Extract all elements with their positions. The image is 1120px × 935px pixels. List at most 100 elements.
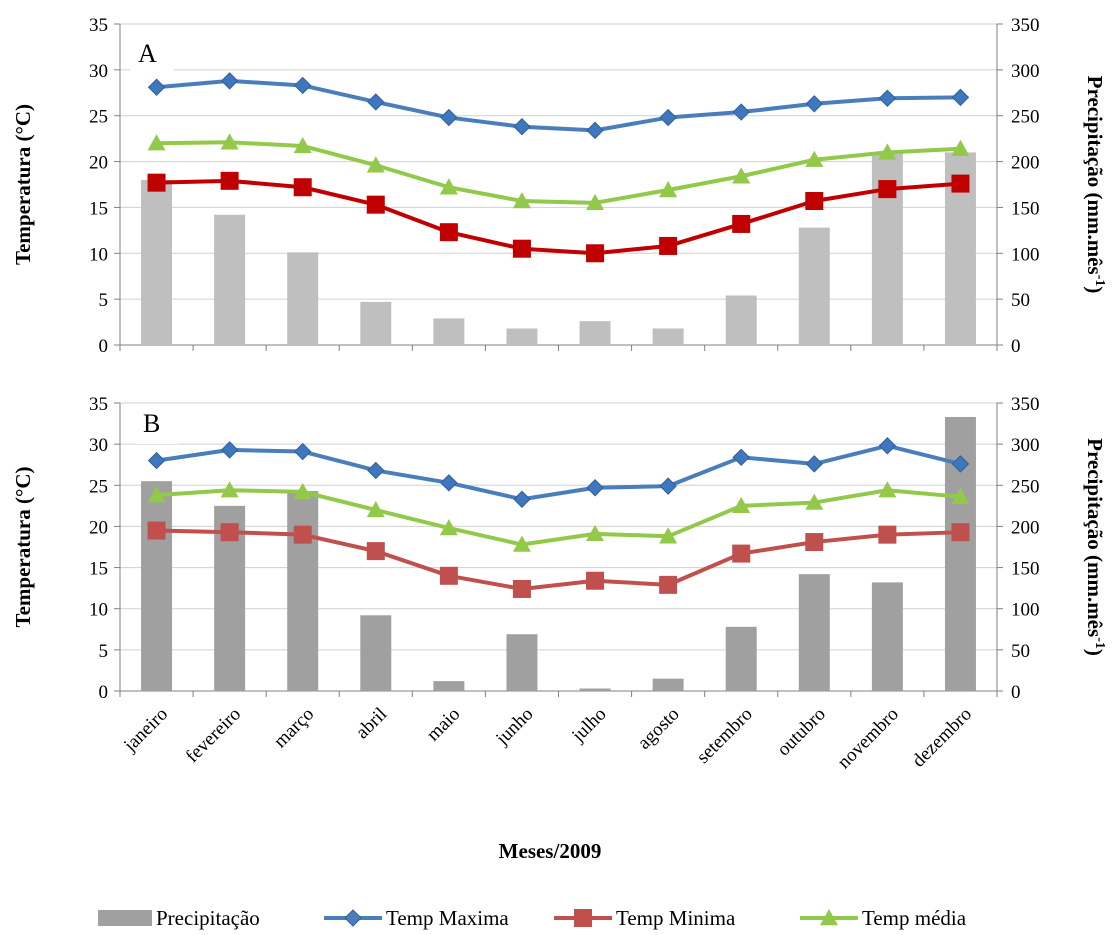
y2-title-end: )	[1083, 649, 1107, 656]
data-point-temp_max	[367, 461, 385, 480]
data-point-temp_min	[586, 244, 605, 263]
legend-precip-swatch	[98, 910, 152, 926]
series-line-temp_min	[156, 178, 961, 256]
data-point-temp_media	[366, 500, 385, 518]
precip-bar	[214, 214, 246, 345]
y2-tick-label: 0	[1011, 336, 1021, 357]
data-point-temp_min	[951, 174, 970, 193]
y2-tick-label: 300	[1011, 61, 1040, 82]
data-point-temp_min	[951, 523, 970, 542]
precip-bar	[141, 179, 173, 345]
precip-bar	[725, 626, 757, 691]
data-point-temp_min	[659, 236, 678, 255]
x-axis-title: Meses/2009	[499, 839, 602, 863]
data-point-temp_max	[951, 455, 970, 473]
precip-bar	[506, 328, 538, 345]
y2-tick-label: 250	[1011, 107, 1040, 128]
data-point-temp_max	[513, 490, 531, 508]
y2-tick-label: 200	[1011, 153, 1040, 174]
data-point-temp_min	[147, 521, 166, 540]
y2-tick-label: 200	[1011, 517, 1040, 538]
x-tick-label: junho	[491, 704, 537, 750]
y2-title-end: )	[1083, 286, 1107, 293]
chart-panel-a: 05101520253035050100150200250300350ATemp…	[11, 15, 1107, 357]
legend-label: Precipitação	[156, 906, 260, 930]
data-point-temp_max	[586, 121, 604, 140]
precip-bar	[506, 634, 538, 691]
data-point-temp_max	[513, 118, 531, 136]
data-point-temp_min	[293, 525, 312, 544]
data-point-temp_max	[147, 78, 166, 96]
y-tick-label: 25	[89, 107, 108, 128]
data-point-temp_media	[878, 481, 897, 498]
legend-marker-temp_media	[820, 909, 838, 926]
data-point-temp_min	[220, 523, 239, 542]
y-tick-label: 5	[99, 641, 109, 662]
data-point-temp_min	[732, 544, 751, 563]
y-tick-label: 15	[89, 559, 108, 580]
legend: Precipitação Temp Maxima Temp Minima Temp m…	[98, 906, 967, 930]
y2-tick-label: 150	[1011, 198, 1040, 219]
data-point-temp_media	[732, 496, 751, 514]
data-point-temp_min	[805, 533, 824, 552]
x-tick-label: outubro	[773, 704, 830, 761]
data-point-temp_media	[659, 181, 678, 198]
data-point-temp_min	[586, 571, 605, 590]
panel-label: A	[138, 39, 157, 68]
y-tick-label: 25	[89, 476, 108, 497]
data-point-temp_media	[586, 524, 605, 542]
y-tick-label: 30	[89, 61, 108, 82]
data-point-temp_media	[512, 192, 531, 209]
data-point-temp_media	[220, 133, 239, 150]
data-point-temp_media	[878, 143, 897, 160]
precip-bar	[287, 491, 319, 691]
y2-tick-label: 100	[1011, 244, 1040, 265]
data-point-temp_min	[732, 214, 751, 233]
precip-bar	[798, 227, 830, 345]
y2-tick-label: 350	[1011, 15, 1040, 36]
series-line-temp_max	[156, 78, 961, 133]
precip-bar	[871, 582, 903, 691]
y2-tick-label: 0	[1011, 682, 1021, 703]
data-point-temp_min	[220, 171, 239, 190]
data-point-temp_min	[878, 525, 897, 544]
x-tick-label: novembro	[834, 704, 903, 773]
data-point-temp_max	[294, 76, 312, 95]
x-tick-label: setembro	[693, 704, 757, 768]
data-point-temp_min	[293, 178, 312, 197]
data-point-temp_max	[805, 95, 823, 113]
precip-bar	[579, 688, 611, 691]
y-axis-title-left: Temperatura (°C)	[11, 466, 35, 627]
data-point-temp_max	[220, 72, 239, 90]
precip-bar	[652, 328, 684, 345]
data-point-temp_media	[147, 134, 166, 151]
data-point-temp_min	[805, 192, 824, 211]
data-point-temp_media	[659, 527, 678, 544]
data-point-temp_max	[367, 93, 385, 111]
data-point-temp_max	[440, 474, 458, 492]
panel-label: B	[143, 409, 160, 438]
precip-bar	[798, 574, 830, 691]
precip-bar	[433, 681, 465, 691]
data-point-temp_min	[512, 579, 531, 598]
data-point-temp_media	[439, 178, 458, 195]
precip-bar	[652, 678, 684, 691]
legend-marker-temp_max	[344, 909, 362, 927]
data-point-temp_max	[220, 441, 239, 459]
y2-title-main: Precipitação (mm.mês	[1083, 76, 1107, 275]
data-point-temp_min	[147, 173, 166, 192]
precip-bar	[579, 321, 611, 345]
y2-tick-label: 150	[1011, 559, 1040, 580]
precip-bar	[433, 318, 465, 345]
precip-bar	[360, 301, 392, 345]
y2-title-superscript: -1	[1092, 275, 1107, 287]
y2-tick-label: 350	[1011, 394, 1040, 415]
precip-bar	[287, 252, 319, 345]
data-point-temp_max	[732, 103, 750, 121]
data-point-temp_media	[293, 136, 312, 154]
x-tick-label: março	[270, 704, 318, 752]
data-point-temp_media	[951, 487, 970, 505]
y-tick-label: 0	[99, 682, 109, 703]
data-point-temp_media	[512, 535, 531, 552]
